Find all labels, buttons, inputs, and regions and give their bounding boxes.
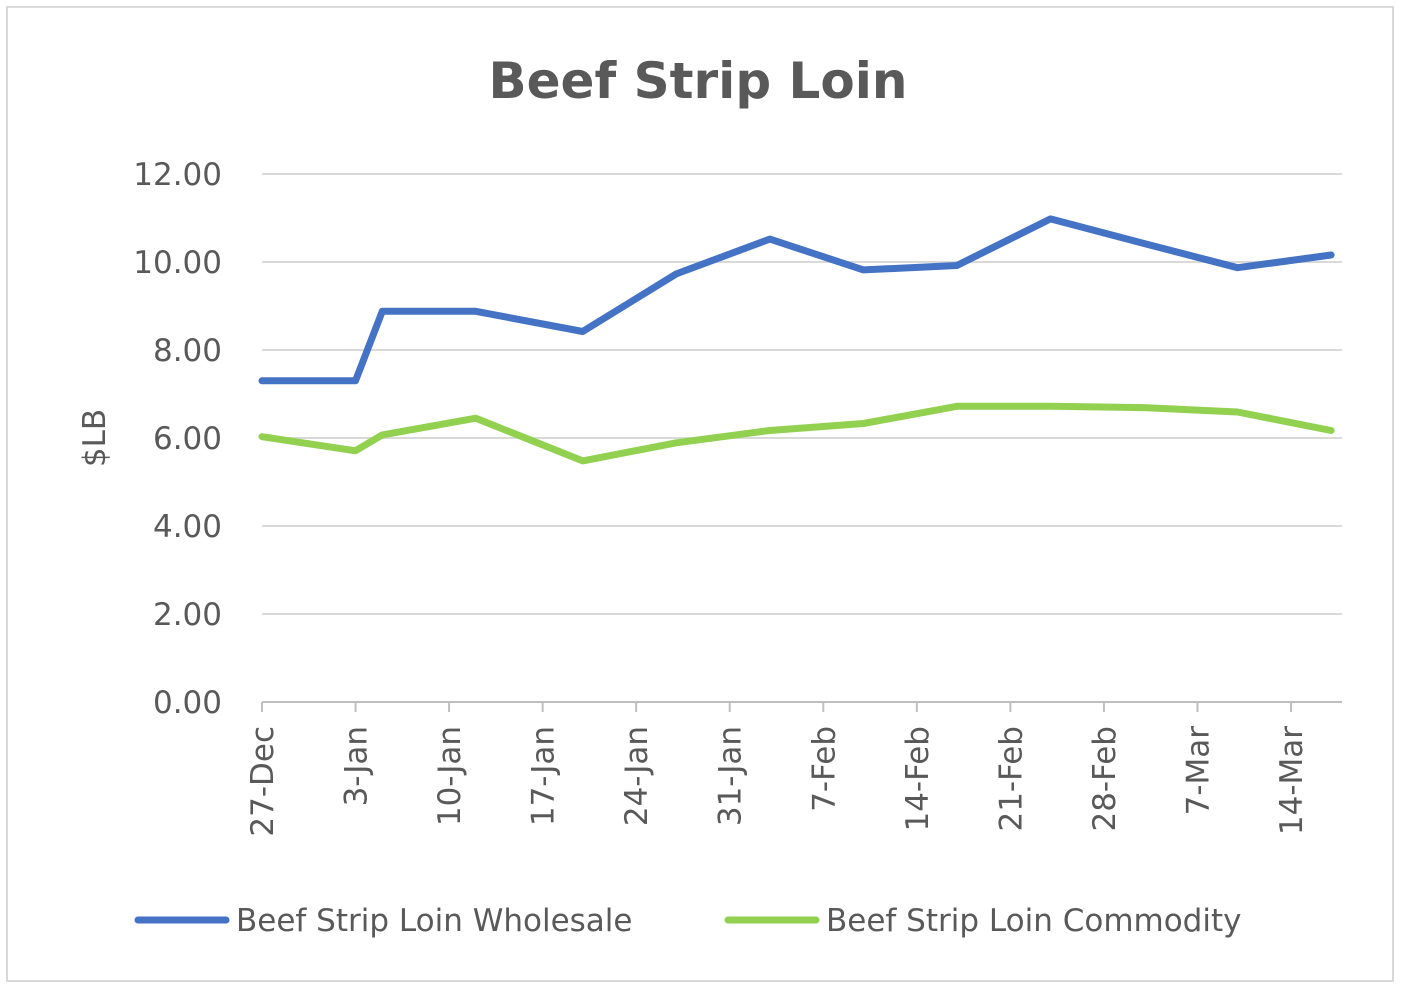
- legend: Beef Strip Loin Wholesale Beef Strip Loin…: [134, 903, 1241, 939]
- x-tick-label: 10-Jan: [432, 726, 468, 826]
- y-tick-label: 0.00: [153, 685, 222, 721]
- x-tick-label: 7-Feb: [806, 726, 842, 812]
- x-tick-label: 24-Jan: [619, 726, 655, 826]
- x-tick-label: 7-Mar: [1180, 726, 1216, 816]
- y-tick-label: 12.00: [133, 157, 222, 193]
- x-tick-label: 14-Mar: [1274, 726, 1310, 835]
- x-tick-label: 28-Feb: [1087, 726, 1123, 832]
- x-tick-label: 14-Feb: [900, 726, 936, 832]
- y-tick-label: 6.00: [153, 421, 222, 457]
- series-line-wholesale: [258, 215, 1335, 385]
- chart-frame: [6, 6, 1394, 982]
- x-tick-label: 27-Dec: [245, 726, 281, 837]
- legend-label: Beef Strip Loin Commodity: [826, 903, 1241, 939]
- y-tick-label: 2.00: [153, 597, 222, 633]
- x-tick-label: 3-Jan: [339, 726, 375, 806]
- x-tick-label: 21-Feb: [993, 726, 1029, 832]
- y-tick-label: 4.00: [153, 509, 222, 545]
- x-tick-label: 31-Jan: [713, 726, 749, 826]
- x-axis: 27-Dec 3-Jan 10-Jan 17-Jan 24-Jan 31-Jan 7-Feb…: [245, 701, 1342, 837]
- y-axis-ticks: 0.00 2.00 4.00 6.00 8.00 10.00 12.00: [133, 157, 222, 721]
- chart-title: Beef Strip Loin: [489, 52, 908, 110]
- series-line-commodity: [258, 402, 1335, 465]
- y-tick-label: 10.00: [133, 245, 222, 281]
- gridlines: [262, 173, 1342, 615]
- x-tick-label: 17-Jan: [526, 726, 562, 826]
- y-tick-label: 8.00: [153, 333, 222, 369]
- series-group: [258, 215, 1335, 465]
- legend-label: Beef Strip Loin Wholesale: [236, 903, 633, 939]
- y-axis-title: $LB: [77, 409, 113, 467]
